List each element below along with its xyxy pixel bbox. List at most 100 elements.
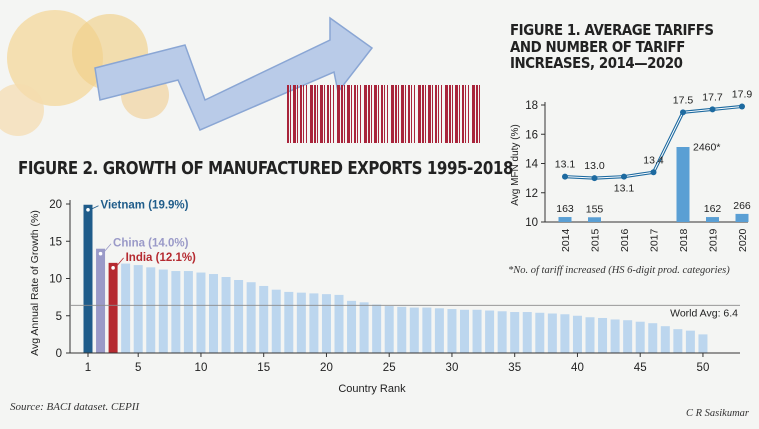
figure1-x-tick-label: 2019	[708, 228, 720, 252]
figure2-callout-dot	[86, 207, 90, 212]
figure1-line-point	[591, 175, 598, 182]
figure2-bar	[108, 262, 118, 353]
figure1-y-axis-title: Avg MFN duty (%)	[510, 124, 521, 206]
figure1-line-point	[562, 173, 568, 180]
figure2-bar	[334, 294, 344, 353]
figure2-bar	[183, 271, 193, 353]
figure1-line-point	[680, 109, 686, 116]
figure2-bar	[321, 294, 331, 353]
figure2-x-tick-label: 10	[195, 362, 208, 374]
figure2-bar	[535, 312, 545, 353]
barcode-stripe	[479, 85, 480, 143]
figure2-bar	[158, 269, 168, 353]
barcode-stripe	[462, 85, 464, 143]
barcode-stripe	[351, 85, 352, 143]
figure2-highlight-callouts: Vietnam (19.9%) China (14.0%) India (12.1%…	[86, 200, 196, 270]
figure1-increase-bar	[558, 217, 572, 222]
figure1-tariff-label: 13.0	[584, 160, 605, 172]
figure1-y-tick-label: 14	[525, 159, 538, 171]
figure2-callout-label: India (12.1%)	[126, 252, 196, 264]
barcode-stripe	[347, 85, 350, 143]
figure2-bar	[259, 285, 269, 353]
figure2-y-tick-label: 20	[49, 199, 62, 211]
figure2-bar	[246, 282, 256, 353]
figure1-line-point	[621, 173, 627, 180]
figure1-tariff-label: 17.5	[673, 94, 694, 106]
figure2-bar	[397, 306, 407, 353]
figure2-callout-leader	[89, 205, 99, 211]
figure2-bar	[610, 319, 620, 353]
figure2-bar	[522, 312, 532, 353]
figure2-bar	[196, 272, 206, 353]
figure2-callout-dot	[111, 266, 115, 270]
figure2-y-axis-title: Avg Annual Rate of Growth (%)	[29, 210, 41, 356]
barcode-stripe	[452, 85, 453, 143]
barcode-stripe	[324, 85, 325, 143]
figure2-bar	[171, 271, 181, 353]
barcode-stripe	[441, 85, 442, 143]
barcode-stripe	[290, 85, 291, 143]
figure2-bar	[485, 310, 495, 353]
barcode-stripe	[391, 85, 394, 143]
figure1-increase-label: 155	[586, 203, 604, 215]
figure2-bar	[660, 326, 670, 353]
figure1-y-tick-label: 12	[525, 188, 538, 200]
figure1-title-line: FIGURE 1. AVERAGE TARIFFS	[510, 21, 714, 39]
figure1-tariff-line	[562, 103, 745, 182]
figure1-increase-label: 266	[733, 200, 751, 212]
barcode-stripe	[364, 85, 367, 143]
figure2-bar	[347, 300, 357, 353]
figure1-y-tick-label: 18	[525, 100, 538, 112]
figure2-bar	[547, 313, 557, 353]
figure2-x-tick-label: 30	[446, 362, 459, 374]
figure2-bar	[698, 334, 708, 353]
barcode-stripe	[384, 85, 385, 143]
barcode-stripe	[438, 85, 439, 143]
figure2-bar	[472, 309, 482, 353]
figure2-bar	[673, 329, 683, 353]
figure2-bar	[359, 302, 369, 353]
figure1-tariff-label: 13.1	[555, 159, 576, 171]
figure1-increase-bar	[676, 147, 690, 222]
figure2-bar	[510, 312, 520, 353]
figure2-bar	[623, 320, 633, 353]
figure2-bar	[271, 289, 281, 353]
barcode-stripe	[344, 85, 345, 143]
figure2-bar	[234, 279, 244, 353]
figure2-callout-label: Vietnam (19.9%)	[101, 200, 189, 212]
figure2-y-tick-label: 10	[49, 274, 62, 286]
figure1-x-tick-label: 2017	[649, 228, 661, 252]
figure1-line-point	[650, 169, 657, 176]
barcode-stripe	[341, 85, 343, 143]
figure1-increase-label: 162	[704, 203, 722, 215]
figure2-bar	[133, 265, 143, 353]
figure2-x-tick-label: 50	[697, 362, 710, 374]
figure1-title-line: AND NUMBER OF TARIFF	[510, 37, 685, 56]
figure2-x-tick-label: 1	[85, 362, 91, 374]
barcode-stripe	[310, 85, 313, 143]
figure2-bar	[447, 309, 457, 353]
barcode-stripe	[435, 85, 437, 143]
figure2-bar	[146, 267, 156, 353]
barcode-stripe	[317, 85, 318, 143]
barcode-stripe	[468, 85, 469, 143]
figure1-increase-label: 163	[556, 203, 574, 215]
barcode-stripe	[330, 85, 331, 143]
barcode-stripe	[314, 85, 316, 143]
figure2-x-tick-label: 35	[508, 362, 521, 374]
figure2-y-axis: 0 5 10 15 20	[49, 199, 71, 360]
figure2-world-average-line: World Avg: 6.4	[70, 304, 740, 319]
barcode-stripe	[411, 85, 412, 143]
source-note: Source: BACI dataset. CEPII	[10, 401, 140, 413]
figure2-bar	[209, 274, 218, 353]
figure1-increase-label: 2460*	[693, 141, 720, 153]
figure1-axes: 10 12 14 16 18 2014 2015 2016 2017 2018 2019 2020	[525, 100, 749, 252]
artist-credit: C R Sasikumar	[686, 408, 749, 419]
barcode-stripe	[428, 85, 431, 143]
figure1-x-tick-label: 2014	[560, 228, 572, 252]
figure2-callout-leader	[114, 257, 124, 269]
figure2-bar	[409, 307, 419, 353]
figure1-x-tick-label: 2018	[678, 228, 690, 252]
decorative-barcode-container	[287, 85, 480, 143]
